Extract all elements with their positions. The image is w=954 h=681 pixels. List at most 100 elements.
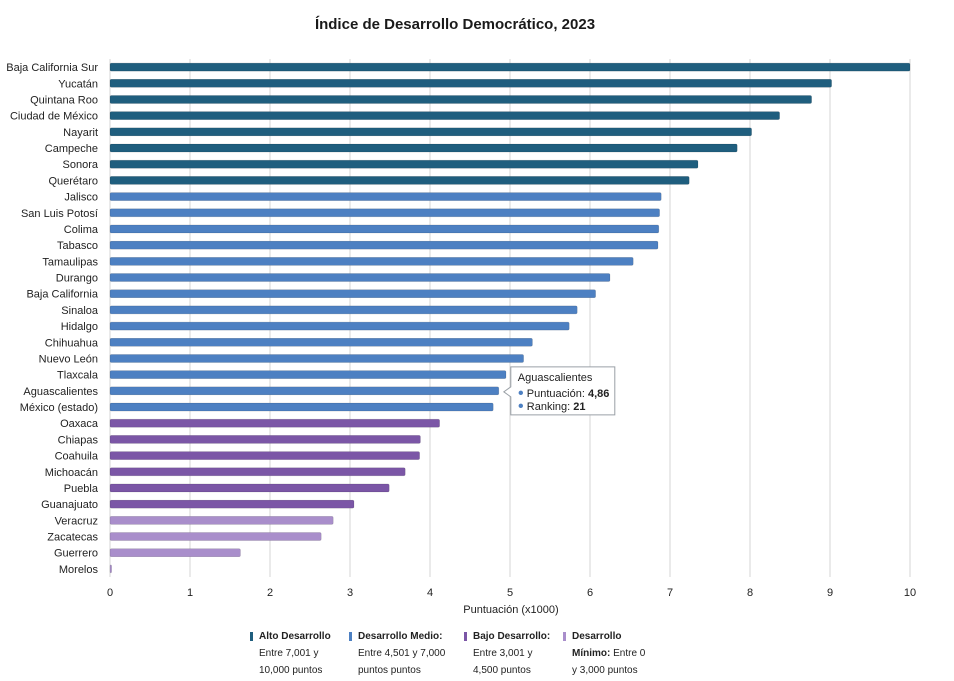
chart-title: Índice de Desarrollo Democrático, 2023 [315,16,595,33]
bar [109,192,662,201]
bar [109,483,390,493]
x-tick-label: 9 [827,587,833,599]
tooltip-bullet-icon [518,403,523,409]
category-label: Chiapas [58,434,99,446]
bar [109,224,660,234]
legend-desc: Entre 3,001 y 4,500 puntos [473,648,533,676]
bar [109,321,570,331]
category-label: Guerrero [54,548,98,560]
bar [109,435,421,444]
bar-chart: Índice de Desarrollo Democrático, 2023 B… [6,16,916,616]
bar [109,257,634,266]
bar [109,305,578,315]
x-tick-label: 0 [107,587,113,599]
category-label: Quintana Roo [30,94,98,106]
category-label: Sonora [63,159,99,171]
bar [109,159,699,169]
legend-name: Alto Desarrollo [259,631,331,642]
tooltip: Aguascalientes Puntuación: 4,86 Ranking:… [502,366,616,416]
category-label: Morelos [59,564,99,576]
x-tick-label: 1 [187,587,193,599]
bar [109,418,440,428]
legend-desc-inline: Mínimo: Entre 0 [563,645,645,662]
category-label: Querétaro [48,175,98,187]
bar [109,208,660,218]
category-label: Nayarit [63,127,98,139]
category-label: Colima [64,224,99,236]
legend-item-alto[interactable]: Alto Desarrollo Entre 7,001 y 10,000 pun… [250,628,331,679]
bar [109,127,752,137]
bar [109,143,738,153]
legend-item-minimo[interactable]: Desarrollo Mínimo: Entre 0 y 3,000 punto… [563,628,645,679]
category-label: Michoacán [45,467,98,479]
category-label: Durango [56,273,98,285]
grid-lines [109,59,911,577]
category-label: Baja California [26,289,98,301]
legend-name: Bajo Desarrollo: [473,631,551,642]
bar [109,467,406,477]
bar [109,273,611,282]
legend-name-cont: Mínimo: [572,648,611,659]
bar [109,354,524,363]
legend-name: Desarrollo Medio: [358,631,443,642]
legend-swatch-icon [250,632,253,641]
x-tick-label: 8 [747,587,753,599]
legend-swatch-icon [563,632,566,641]
category-label: Nuevo León [39,353,98,365]
bar [109,516,334,525]
bar [109,240,659,250]
tooltip-bullet-icon [518,390,523,396]
bar-series [109,62,911,574]
bar [109,532,322,541]
bar [109,337,533,347]
legend-desc-range: Entre 0 [613,648,646,659]
category-label: Sinaloa [61,305,99,317]
category-label: Jalisco [64,192,98,204]
category-label: Tamaulipas [42,256,98,268]
legend-desc: Entre 7,001 y 10,000 puntos [259,648,323,676]
legend-desc: Entre 4,501 y 7,000 puntos puntos [358,648,446,676]
x-tick-label: 2 [267,587,273,599]
category-label: Oaxaca [60,418,99,430]
category-label: Puebla [64,483,99,495]
bar [109,370,507,379]
category-label: Guanajuato [41,499,98,511]
category-label: Aguascalientes [23,386,98,398]
bar [109,548,241,558]
category-label: Ciudad de México [10,111,98,123]
tooltip-title: Aguascalientes [518,372,593,384]
bar [109,451,420,460]
legend: Alto Desarrollo Entre 7,001 y 10,000 pun… [0,628,954,678]
x-tick-label: 3 [347,587,353,599]
bar [109,62,911,72]
category-label: México (estado) [20,402,98,414]
bar [109,402,494,412]
category-labels: Baja California Sur Yucatán Quintana Roo Ci… [6,62,99,576]
legend-item-medio[interactable]: Desarrollo Medio: Entre 4,501 y 7,000 pu… [349,628,445,679]
x-tick-label: 7 [667,587,673,599]
legend-item-bajo[interactable]: Bajo Desarrollo: Entre 3,001 y 4,500 pun… [464,628,550,679]
tooltip-score: Puntuación: 4,86 [527,388,610,400]
bar [109,386,500,396]
x-tick-labels: 0 1 2 3 4 5 6 7 8 9 10 [107,587,916,599]
category-label: Coahuila [55,451,99,463]
category-label: Tabasco [57,240,98,252]
bar [109,176,690,185]
bar [109,111,780,120]
category-label: Campeche [45,143,98,155]
category-label: Veracruz [55,515,98,527]
bar [109,564,112,574]
bar [109,95,812,104]
bar [109,499,355,509]
legend-desc: y 3,000 puntos [572,665,638,676]
category-label: Chihuahua [45,337,99,349]
x-tick-label: 4 [427,587,433,599]
x-axis-label: Puntuación (x1000) [463,604,558,616]
x-tick-label: 6 [587,587,593,599]
legend-swatch-icon [464,632,467,641]
tooltip-ranking: Ranking: 21 [527,401,586,413]
x-tick-label: 10 [904,587,916,599]
category-label: Hidalgo [61,321,98,333]
bar [109,289,596,299]
category-label: Baja California Sur [6,62,98,74]
